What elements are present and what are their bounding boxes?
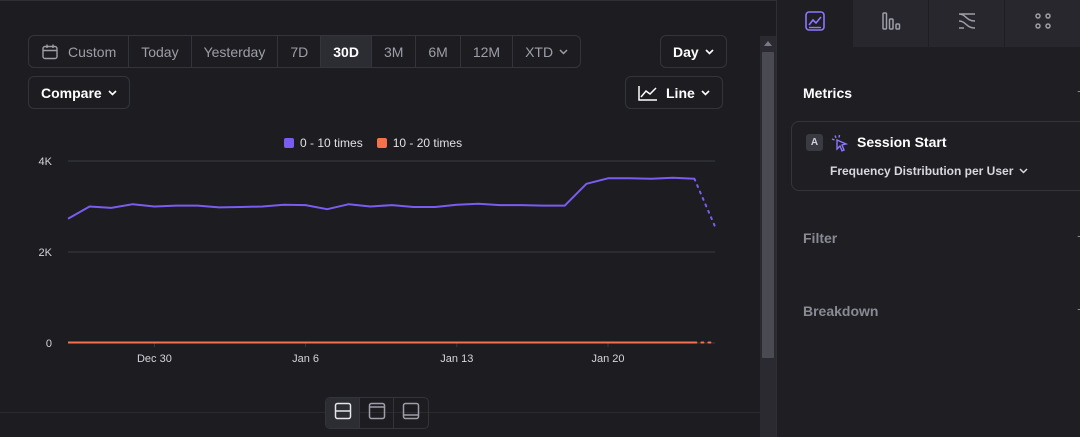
- range-yesterday-label: Yesterday: [203, 43, 266, 60]
- range-today-label: Today: [141, 43, 179, 60]
- range-xtd-label: XTD: [525, 43, 554, 60]
- y-tick-label: 4K: [39, 156, 53, 168]
- range-7d-label: 7D: [290, 43, 309, 60]
- series-line: [67, 176, 695, 220]
- query-sidebar: Metrics + A Session Start Frequency Dist…: [776, 0, 1080, 437]
- y-tick-label: 0: [46, 338, 52, 350]
- range-3m[interactable]: 3M: [372, 36, 417, 67]
- legend-swatch: [284, 138, 294, 148]
- range-xtd[interactable]: XTD: [513, 36, 580, 67]
- legend-item[interactable]: 10 - 20 times: [376, 136, 463, 150]
- range-12m[interactable]: 12M: [461, 36, 514, 67]
- scroll-up-arrow-icon[interactable]: [760, 36, 776, 50]
- add-breakdown-icon[interactable]: +: [1077, 301, 1080, 317]
- tab-funnels[interactable]: [853, 0, 929, 47]
- metric-card[interactable]: A Session Start Frequency Distribution p…: [791, 121, 1080, 191]
- line-chart-icon: [638, 85, 658, 101]
- tab-insights[interactable]: [777, 0, 853, 47]
- tab-flows[interactable]: [929, 0, 1005, 47]
- top-panel-button[interactable]: [360, 398, 394, 428]
- measure-dropdown[interactable]: Frequency Distribution per User: [830, 164, 1028, 178]
- retention-grid-icon: [1032, 10, 1054, 37]
- range-custom[interactable]: Custom: [29, 36, 130, 67]
- compare-dropdown[interactable]: Compare: [28, 76, 130, 109]
- chevron-down-icon: [705, 48, 714, 55]
- view-toggle: [325, 397, 429, 429]
- measure-label: Frequency Distribution per User: [830, 164, 1014, 178]
- tab-retention[interactable]: [1005, 0, 1080, 47]
- chevron-down-icon: [108, 89, 117, 96]
- flows-icon: [956, 10, 978, 37]
- main-panel: Custom Today Yesterday 7D 30D 3M 6M 12M …: [0, 0, 776, 429]
- scrollbar-thumb[interactable]: [762, 52, 774, 358]
- session-start-icon: [831, 134, 849, 152]
- chevron-down-icon: [559, 48, 568, 55]
- legend-label: 10 - 20 times: [392, 136, 463, 150]
- series-partial-line: [693, 177, 716, 228]
- range-custom-label: Custom: [68, 43, 117, 60]
- range-3m-label: 3M: [383, 43, 404, 60]
- breakdown-heading: Breakdown: [803, 303, 879, 319]
- report-type-tabs: [777, 0, 1080, 47]
- range-yesterday[interactable]: Yesterday: [192, 36, 279, 67]
- chart-type-label: Line: [666, 84, 695, 101]
- legend-label: 0 - 10 times: [300, 136, 363, 150]
- range-12m-label: 12M: [472, 43, 501, 60]
- chevron-down-icon: [701, 89, 710, 96]
- chart-legend: 0 - 10 times 10 - 20 times: [284, 136, 462, 150]
- bottom-panel-icon: [402, 402, 420, 425]
- chart-type-dropdown[interactable]: Line: [625, 76, 723, 109]
- x-tick-label: Dec 30: [137, 353, 172, 365]
- range-6m-label: 6M: [428, 43, 448, 60]
- add-filter-icon[interactable]: +: [1077, 228, 1080, 244]
- filter-heading: Filter: [803, 230, 838, 246]
- range-30d-label: 30D: [333, 43, 359, 60]
- bottom-panel-button[interactable]: [394, 398, 428, 428]
- legend-item[interactable]: 0 - 10 times: [284, 136, 363, 150]
- scrollbar[interactable]: [760, 36, 776, 437]
- split-view-button[interactable]: [326, 398, 360, 428]
- x-tick-label: Jan 6: [292, 353, 319, 365]
- granularity-dropdown[interactable]: Day: [660, 35, 727, 68]
- calendar-icon: [41, 43, 59, 61]
- range-7d[interactable]: 7D: [278, 36, 322, 67]
- top-panel-icon: [368, 402, 386, 425]
- chevron-down-icon: [1019, 168, 1028, 174]
- granularity-label: Day: [673, 43, 699, 60]
- funnel-bars-icon: [880, 10, 902, 37]
- metric-badge: A: [806, 134, 823, 151]
- metric-name: Session Start: [857, 134, 947, 150]
- y-tick-label: 2K: [39, 247, 53, 259]
- split-view-icon: [334, 402, 352, 425]
- bottom-divider: [0, 412, 760, 413]
- compare-label: Compare: [41, 84, 102, 101]
- metrics-heading: Metrics: [803, 85, 853, 101]
- line-chart: 4K 2K 0 Dec 30 Jan 6 Jan 13 Jan 20: [39, 156, 716, 365]
- date-range-selector: Custom Today Yesterday 7D 30D 3M 6M 12M …: [28, 35, 582, 68]
- x-tick-label: Jan 20: [591, 353, 624, 365]
- range-30d[interactable]: 30D: [321, 36, 372, 67]
- insights-chart-icon: [804, 10, 826, 37]
- add-metric-icon[interactable]: +: [1077, 83, 1080, 99]
- top-divider: [0, 0, 776, 1]
- legend-swatch: [376, 138, 387, 148]
- range-6m[interactable]: 6M: [416, 36, 461, 67]
- range-today[interactable]: Today: [129, 36, 192, 67]
- x-tick-label: Jan 13: [440, 353, 473, 365]
